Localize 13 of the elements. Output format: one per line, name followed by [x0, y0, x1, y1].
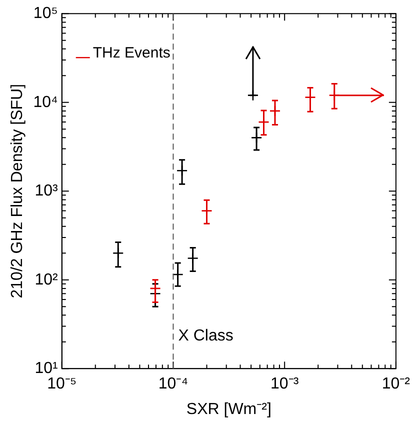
y-tick-label: 10⁵	[33, 5, 58, 22]
ref-line-label: X Class	[178, 328, 234, 345]
x-tick-label: 10⁻⁴	[158, 376, 188, 393]
y-axis-title: 210/2 GHz Flux Density [SFU]	[9, 84, 26, 298]
y-tick-label: 10³	[34, 182, 59, 200]
y-tick-label: 10¹	[34, 360, 58, 378]
x-tick-label: 10⁻⁵	[47, 376, 77, 393]
y-tick-label: 10⁴	[33, 94, 58, 111]
x-tick-label: 10⁻³	[270, 376, 300, 393]
y-tick-label: 10²	[34, 271, 59, 288]
legend-label: THz Events	[92, 44, 170, 62]
x-axis-title: SXR [Wm⁻²]	[186, 400, 272, 418]
x-tick-label: 10⁻²	[382, 376, 411, 393]
